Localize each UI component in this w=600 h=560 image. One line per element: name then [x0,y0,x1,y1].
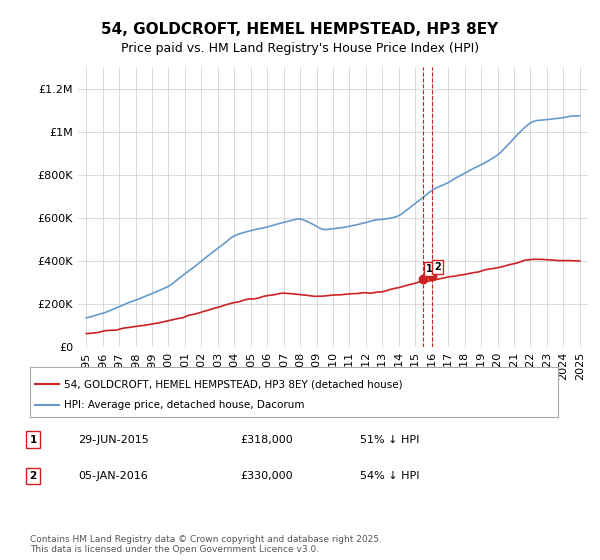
Text: 29-JUN-2015: 29-JUN-2015 [78,435,149,445]
Text: £330,000: £330,000 [240,471,293,481]
Text: 1: 1 [426,264,433,274]
Text: 54% ↓ HPI: 54% ↓ HPI [360,471,419,481]
Text: HPI: Average price, detached house, Dacorum: HPI: Average price, detached house, Daco… [64,400,305,409]
Text: 51% ↓ HPI: 51% ↓ HPI [360,435,419,445]
Text: 05-JAN-2016: 05-JAN-2016 [78,471,148,481]
Text: 54, GOLDCROFT, HEMEL HEMPSTEAD, HP3 8EY: 54, GOLDCROFT, HEMEL HEMPSTEAD, HP3 8EY [101,22,499,38]
Text: £318,000: £318,000 [240,435,293,445]
Text: 2: 2 [434,262,441,272]
Text: 2: 2 [29,471,37,481]
Text: 1: 1 [29,435,37,445]
Text: Contains HM Land Registry data © Crown copyright and database right 2025.
This d: Contains HM Land Registry data © Crown c… [30,535,382,554]
Text: Price paid vs. HM Land Registry's House Price Index (HPI): Price paid vs. HM Land Registry's House … [121,42,479,55]
Text: 54, GOLDCROFT, HEMEL HEMPSTEAD, HP3 8EY (detached house): 54, GOLDCROFT, HEMEL HEMPSTEAD, HP3 8EY … [64,380,403,389]
